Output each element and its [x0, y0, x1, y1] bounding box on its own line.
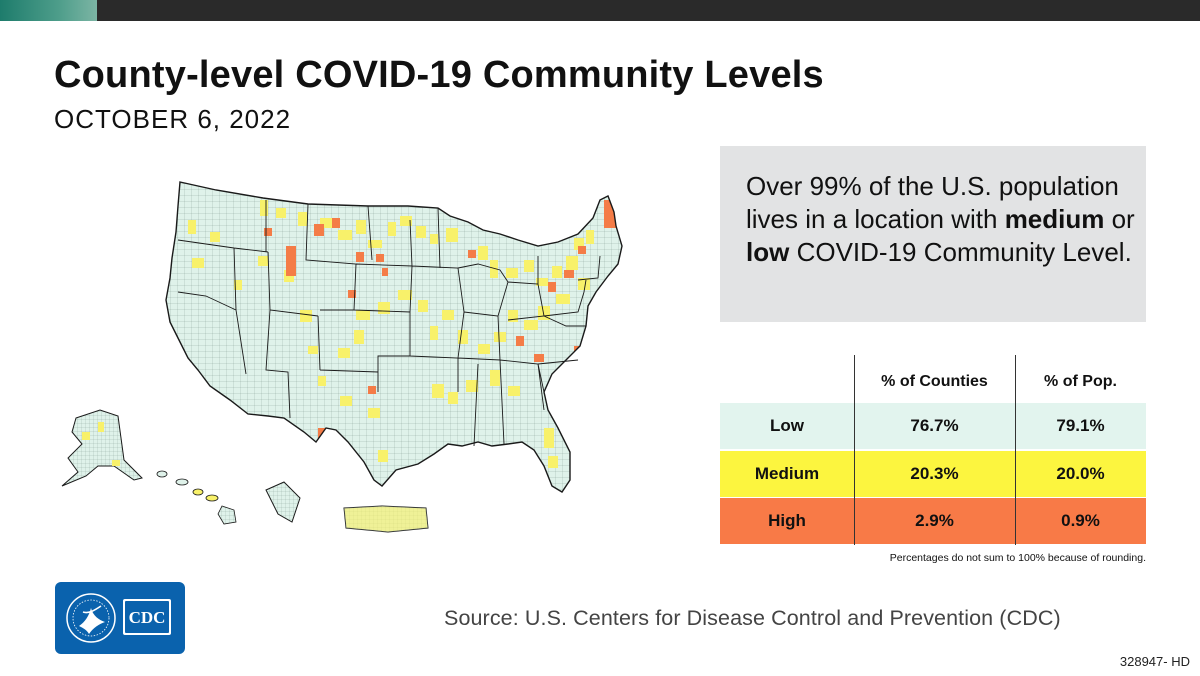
key-finding-callout: Over 99% of the U.S. population lives in…	[720, 146, 1146, 322]
page-date: OCTOBER 6, 2022	[54, 104, 292, 134]
callout-bold-medium: medium	[1004, 204, 1105, 234]
alaska	[61, 409, 143, 487]
puerto-rico	[343, 505, 429, 533]
row-level-label: High	[768, 511, 806, 530]
table-row-high: High 2.9% 0.9%	[720, 498, 1146, 544]
page-title: County-level COVID-19 Community Levels	[54, 54, 824, 96]
cdc-badge-text: CDC	[129, 608, 166, 627]
community-levels-table: Low 76.7% 79.1% Medium 20.3% 20.0% High …	[720, 355, 1146, 545]
county-fills	[188, 200, 616, 468]
column-divider	[854, 355, 855, 545]
callout-text-part1: Over 99% of the U.S. population lives in…	[746, 171, 1119, 234]
state-borders	[165, 181, 623, 493]
top-bar-accent	[0, 0, 97, 21]
row-population-value: 20.0%	[1056, 464, 1105, 483]
column-header-counties: % of Counties	[881, 373, 988, 390]
row-counties-value: 20.3%	[910, 464, 959, 483]
callout-text-part3: COVID-19 Community Level.	[789, 237, 1132, 267]
row-population-value: 0.9%	[1061, 511, 1100, 530]
top-bar	[0, 0, 1200, 21]
row-level-label: Low	[770, 416, 804, 435]
inset-territory	[265, 481, 301, 523]
hhs-seal-icon	[66, 593, 116, 643]
us-county-map	[61, 181, 623, 533]
source-credit: Source: U.S. Centers for Disease Control…	[444, 606, 1061, 630]
column-divider	[1015, 355, 1016, 545]
row-counties-value: 2.9%	[915, 511, 954, 530]
table-row-medium: Medium 20.3% 20.0%	[720, 451, 1146, 497]
graphic-id: 328947- HD	[1119, 654, 1190, 669]
column-header-population: % of Pop.	[1044, 373, 1117, 390]
hhs-cdc-logo: CDC	[55, 582, 185, 654]
callout-bold-low: low	[746, 237, 790, 267]
row-population-value: 79.1%	[1056, 416, 1105, 435]
hawaii	[156, 470, 237, 525]
table-row-low: Low 76.7% 79.1%	[720, 403, 1146, 449]
row-level-label: Medium	[754, 464, 820, 483]
table-footnote: Percentages do not sum to 100% because o…	[889, 552, 1146, 564]
row-counties-value: 76.7%	[910, 416, 959, 435]
callout-text-part2: or	[1104, 204, 1135, 234]
